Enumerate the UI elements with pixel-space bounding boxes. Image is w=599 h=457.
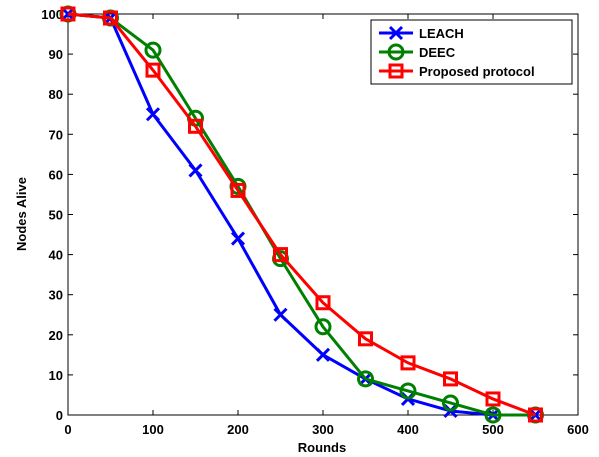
data-point <box>60 6 76 22</box>
legend-entry: Proposed protocol <box>419 64 535 79</box>
x-tick-label: 400 <box>397 422 419 437</box>
y-tick-label: 70 <box>49 127 63 142</box>
data-point <box>230 231 246 246</box>
data-point <box>399 382 417 400</box>
x-marker-stroke <box>273 307 288 322</box>
data-point <box>230 182 246 198</box>
legend-entry: DEEC <box>419 45 456 60</box>
y-tick-label: 90 <box>49 47 63 62</box>
y-tick-label: 20 <box>49 328 63 343</box>
series-proposed-protocol <box>60 6 543 423</box>
data-point <box>528 407 543 423</box>
data-point <box>484 406 502 424</box>
x-marker-stroke <box>315 347 331 362</box>
y-tick-label: 60 <box>49 167 63 182</box>
data-point <box>144 41 162 59</box>
data-point <box>273 247 288 263</box>
data-point <box>145 62 161 78</box>
data-point <box>188 118 203 134</box>
data-point <box>145 107 161 122</box>
x-tick-label: 0 <box>64 422 71 437</box>
data-point <box>358 331 373 347</box>
legend-entry: LEACH <box>419 26 464 41</box>
x-marker-stroke <box>230 231 246 246</box>
data-point <box>315 347 331 362</box>
data-point <box>273 307 288 322</box>
data-point <box>443 371 458 387</box>
legend-marker <box>387 43 405 61</box>
x-tick-label: 200 <box>227 422 249 437</box>
data-point <box>400 355 416 371</box>
data-point <box>442 394 459 412</box>
y-tick-label: 0 <box>56 408 63 423</box>
y-tick-label: 10 <box>49 368 63 383</box>
y-tick-label: 50 <box>49 208 63 223</box>
x-marker-stroke <box>145 107 161 122</box>
y-axis-label: Nodes Alive <box>14 177 29 251</box>
data-point <box>314 318 332 336</box>
data-point <box>315 295 331 311</box>
x-tick-label: 500 <box>482 422 504 437</box>
legend-marker <box>388 25 404 41</box>
y-tick-label: 40 <box>49 248 63 263</box>
x-marker-stroke <box>388 25 404 41</box>
x-tick-label: 600 <box>567 422 589 437</box>
x-marker-stroke <box>188 163 203 178</box>
x-tick-label: 100 <box>142 422 164 437</box>
x-tick-label: 300 <box>312 422 334 437</box>
legend: LEACH DEEC Proposed protocol <box>370 19 573 85</box>
data-point <box>103 10 118 26</box>
y-tick-label: 100 <box>41 7 63 22</box>
y-tick-label: 80 <box>49 87 63 102</box>
legend-marker <box>388 63 404 79</box>
y-tick-label: 30 <box>49 288 63 303</box>
plot-area: 0 100 200 300 400 500 600 0 10 20 30 40 50 60 70 80 90 10… <box>41 5 589 437</box>
data-point <box>485 391 501 407</box>
data-point <box>188 163 203 178</box>
data-point <box>357 370 374 388</box>
x-axis-label: Rounds <box>298 440 346 455</box>
series-line <box>67 12 536 417</box>
